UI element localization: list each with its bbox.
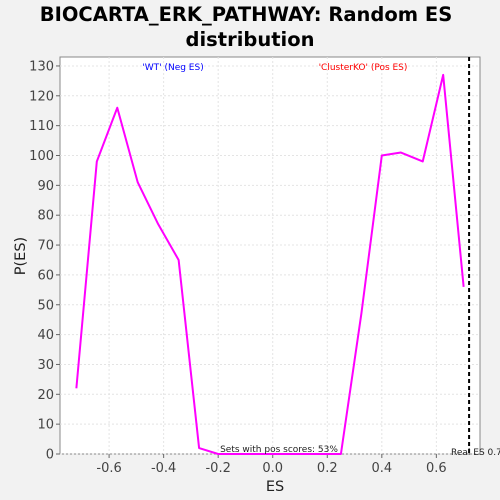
y-tick-label: 20 — [37, 388, 54, 403]
x-tick-label: -0.6 — [96, 461, 121, 476]
y-axis-label: P(ES) — [13, 237, 29, 275]
chart-title-line2: distribution — [186, 28, 315, 51]
y-tick-label: 120 — [29, 89, 54, 104]
pos-es-label: 'ClusterKO' (Pos ES) — [319, 63, 408, 73]
y-tick-label: 130 — [29, 59, 54, 74]
x-tick-label: -0.4 — [151, 461, 176, 476]
x-axis: -0.6 -0.4 -0.2 0.0 0.2 0.4 0.6 — [96, 454, 447, 476]
y-tick-label: 70 — [37, 239, 54, 254]
chart-title-line1: BIOCARTA_ERK_PATHWAY: Random ES — [40, 3, 453, 26]
neg-es-label: 'WT' (Neg ES) — [142, 63, 203, 73]
y-axis: 0 10 20 30 40 50 60 70 80 90 100 110 120 130 — [29, 59, 60, 463]
y-tick-label: 90 — [37, 179, 54, 194]
y-tick-label: 0 — [46, 448, 54, 463]
real-es-annotation: Real ES 0.71 — [451, 448, 500, 458]
y-tick-label: 10 — [37, 418, 54, 433]
y-tick-label: 80 — [37, 209, 54, 224]
x-axis-label: ES — [266, 479, 284, 495]
pos-scores-annotation: Sets with pos scores: 53% — [220, 445, 338, 455]
grid-lines — [60, 57, 480, 455]
series-line — [75, 73, 465, 455]
x-tick-label: 0.0 — [262, 461, 283, 476]
y-tick-label: 30 — [37, 358, 54, 373]
x-tick-label: 0.4 — [371, 461, 392, 476]
y-tick-label: 60 — [37, 268, 54, 283]
y-tick-label: 100 — [29, 149, 54, 164]
y-tick-label: 50 — [37, 298, 54, 313]
y-tick-label: 110 — [29, 119, 54, 134]
x-tick-label: 0.2 — [317, 461, 338, 476]
y-tick-label: 40 — [37, 328, 54, 343]
x-tick-label: -0.2 — [205, 461, 230, 476]
plot-area — [59, 56, 481, 455]
x-tick-label: 0.6 — [426, 461, 447, 476]
